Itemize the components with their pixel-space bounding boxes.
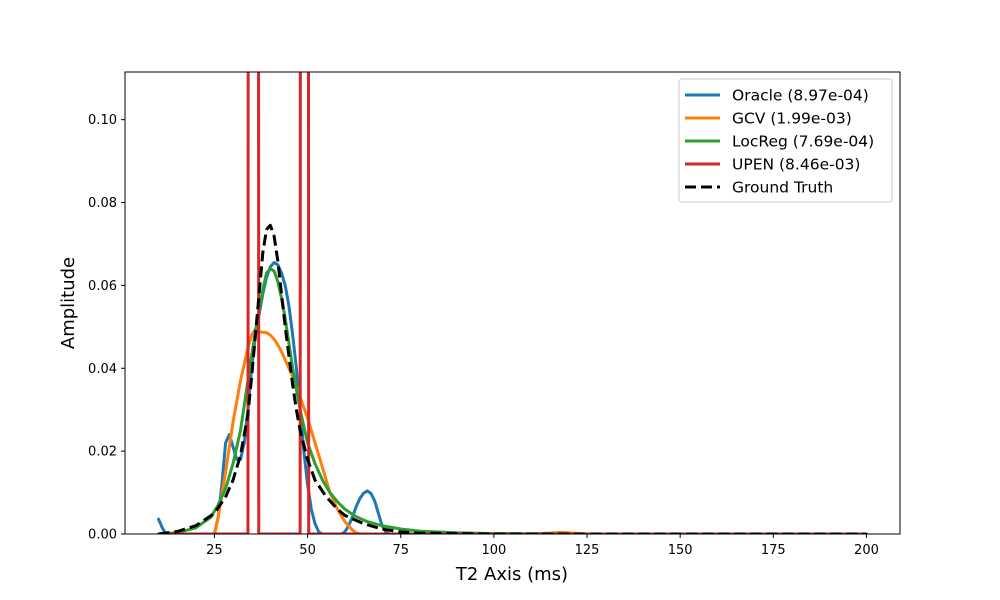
x-tick-label: 50: [299, 543, 316, 558]
y-tick-label: 0.10: [88, 113, 117, 128]
legend-label-4: Ground Truth: [732, 179, 833, 197]
series-layer: [157, 72, 868, 534]
x-tick-label: 75: [392, 543, 409, 558]
x-tick-label: 125: [575, 543, 600, 558]
y-tick-label: 0.06: [88, 279, 117, 294]
legend: Oracle (8.97e-04) GCV (1.99e-03) LocReg (7…: [678, 78, 893, 203]
x-tick-label: 25: [206, 543, 223, 558]
series-line-2: [157, 267, 868, 534]
x-tick-label: 150: [668, 543, 693, 558]
legend-frame: [678, 78, 893, 203]
y-tick-label: 0.04: [88, 362, 117, 377]
y-axis: 0.00 0.02 0.04 0.06 0.08 0.10: [88, 113, 125, 543]
x-tick-label: 175: [761, 543, 786, 558]
series-line-4: [158, 223, 867, 534]
legend-label-2: LocReg (7.69e-04): [732, 133, 874, 151]
legend-label-3: UPEN (8.46e-03): [732, 156, 860, 174]
y-axis-label: Amplitude: [58, 257, 79, 349]
x-tick-label: 100: [481, 543, 506, 558]
legend-label-1: GCV (1.99e-03): [732, 110, 852, 128]
plot-area-frame: [124, 71, 901, 535]
y-tick-label: 0.00: [88, 528, 117, 543]
series-line-3: [157, 72, 868, 534]
series-line-1: [157, 327, 868, 534]
y-tick-label: 0.08: [88, 196, 117, 211]
legend-label-0: Oracle (8.97e-04): [732, 87, 869, 105]
x-tick-label: 200: [854, 543, 879, 558]
x-axis-label: T2 Axis (ms): [455, 564, 568, 585]
y-tick-label: 0.02: [88, 445, 117, 460]
x-axis: 25 50 75 100 125 150 175 200: [206, 534, 879, 558]
